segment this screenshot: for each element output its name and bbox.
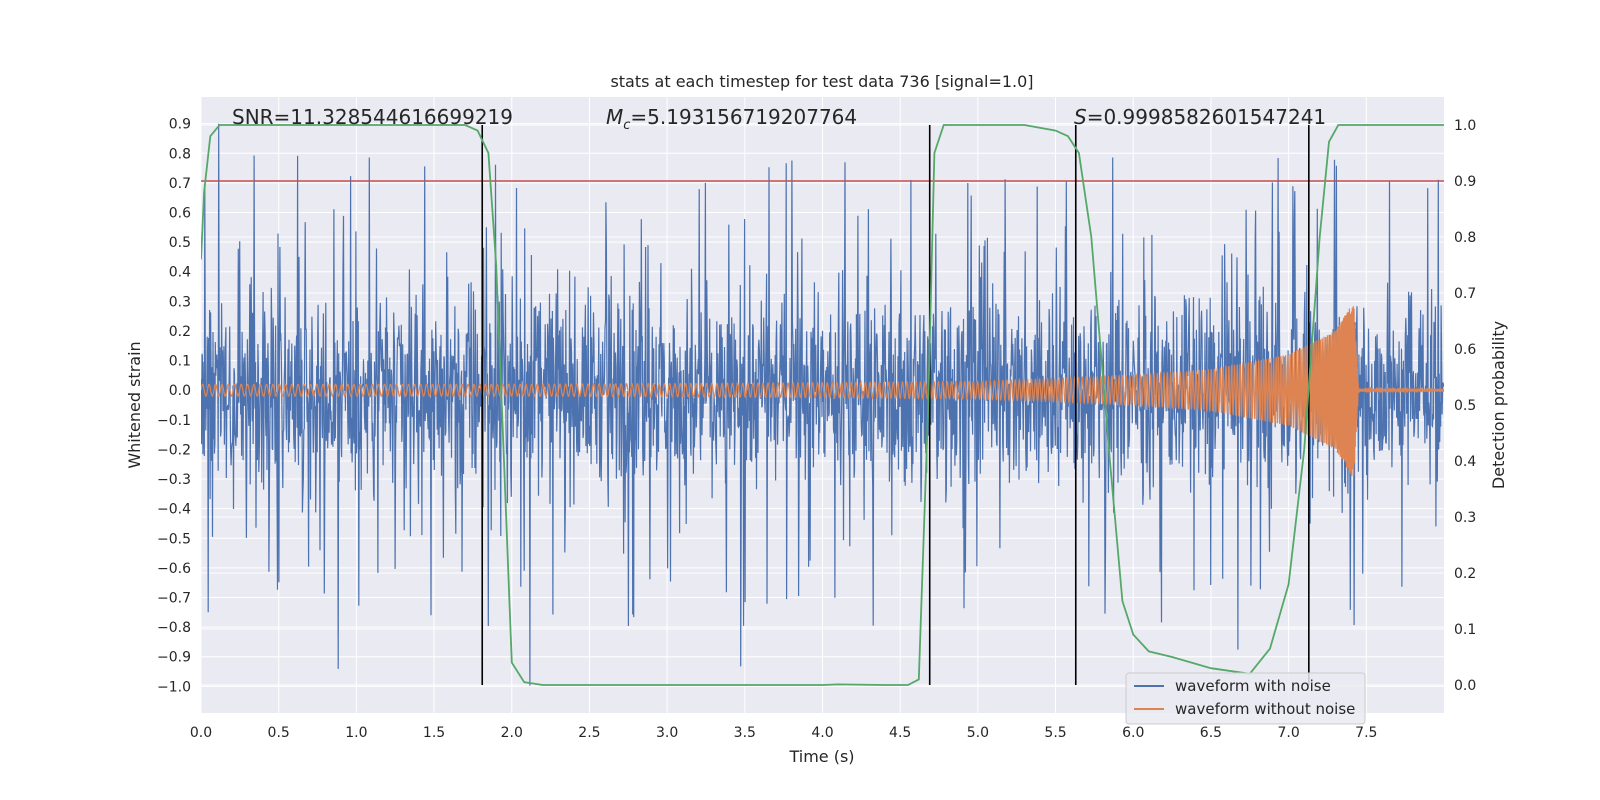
y-tick-label: 0.1 (169, 354, 191, 370)
series-line-waveform-with-noise (201, 123, 1444, 686)
score-annotation: S=0.9998582601547241 (1074, 105, 1326, 129)
x-tick-label: 3.0 (656, 725, 678, 741)
y-tick-label: 0.5 (169, 235, 191, 251)
snr-annotation: SNR=11.328544616699219 (232, 105, 513, 129)
x-tick-label: 5.5 (1044, 725, 1066, 741)
y-tick-label: 0.9 (169, 117, 191, 133)
y-tick-label: 0.3 (169, 294, 191, 310)
y-tick-label: 0.2 (169, 324, 191, 340)
x-tick-label: 3.5 (734, 725, 756, 741)
x-tick-label: 4.0 (811, 725, 833, 741)
y-tick-label: −0.5 (157, 531, 191, 547)
score-value: =0.9998582601547241 (1087, 105, 1326, 129)
y2-tick-label: 0.4 (1454, 454, 1476, 470)
x-tick-label: 2.0 (501, 725, 523, 741)
y-tick-label: 0.0 (169, 383, 191, 399)
y-axis-label: Whitened strain (125, 341, 144, 468)
x-tick-label: 6.5 (1200, 725, 1222, 741)
y2-axis-label: Detection probability (1489, 321, 1508, 489)
y-tick-label: 0.4 (169, 265, 191, 281)
y2-axis-ticks: 1.0 0.9 0.8 0.7 0.6 0.5 0.4 0.3 0.2 0.1 0.0 (1454, 118, 1476, 694)
y-tick-label: −1.0 (157, 679, 191, 695)
y-tick-label: −0.9 (157, 650, 191, 666)
chirp-mass-subscript: c (623, 118, 630, 133)
y2-tick-label: 0.8 (1454, 230, 1476, 246)
y2-tick-label: 0.3 (1454, 510, 1476, 526)
legend-label-waveform-with-noise: waveform with noise (1175, 677, 1331, 695)
chirp-mass-annotation: Mc=5.193156719207764 (606, 105, 857, 133)
chirp-mass-symbol: M (606, 105, 623, 129)
x-tick-label: 1.0 (345, 725, 367, 741)
vertical-markers (481, 125, 1310, 685)
y-tick-label: −0.4 (157, 502, 191, 518)
y-tick-label: 0.6 (169, 206, 191, 222)
y2-tick-label: 0.7 (1454, 286, 1476, 302)
y2-tick-label: 0.9 (1454, 174, 1476, 190)
y2-tick-label: 0.0 (1454, 678, 1476, 694)
x-axis-ticks: 0.0 0.5 1.0 1.5 2.0 2.5 3.0 3.5 4.0 4.5 5.0 5.5 6.0 6… (190, 725, 1378, 741)
y-tick-label: −0.6 (157, 561, 191, 577)
chirp-mass-value: =5.193156719207764 (630, 105, 857, 129)
y-tick-label: −0.7 (157, 591, 191, 607)
chart-title: stats at each timestep for test data 736… (610, 72, 1033, 91)
y-tick-label: 0.8 (169, 146, 191, 162)
y2-tick-label: 0.1 (1454, 622, 1476, 638)
y-tick-label: −0.3 (157, 472, 191, 488)
legend-label-waveform-without-noise: waveform without noise (1175, 700, 1355, 718)
score-symbol: S (1074, 105, 1087, 129)
series-line-waveform-without-noise (201, 306, 1444, 476)
y-tick-label: −0.1 (157, 413, 191, 429)
legend: waveform with noise waveform without noi… (1125, 672, 1366, 725)
x-tick-label: 5.0 (967, 725, 989, 741)
y-tick-label: 0.7 (169, 176, 191, 192)
x-tick-label: 1.5 (423, 725, 445, 741)
x-tick-label: 7.0 (1277, 725, 1299, 741)
x-tick-label: 0.5 (268, 725, 290, 741)
y2-tick-label: 1.0 (1454, 118, 1476, 134)
x-axis-label: Time (s) (788, 747, 854, 766)
x-tick-label: 0.0 (190, 725, 212, 741)
series-line-detection-probability (201, 124, 1444, 686)
x-tick-label: 6.0 (1122, 725, 1144, 741)
legend-box (1125, 672, 1366, 725)
y-axis-ticks: 0.9 0.8 0.7 0.6 0.5 0.4 0.3 0.2 0.1 0.0 −0.1 −0.2 −0… (157, 117, 191, 696)
y2-tick-label: 0.2 (1454, 566, 1476, 582)
y-tick-label: −0.2 (157, 442, 191, 458)
y2-tick-label: 0.5 (1454, 398, 1476, 414)
x-tick-label: 4.5 (889, 725, 911, 741)
x-tick-label: 2.5 (578, 725, 600, 741)
y-tick-label: −0.8 (157, 620, 191, 636)
y2-tick-label: 0.6 (1454, 342, 1476, 358)
x-tick-label: 7.5 (1355, 725, 1377, 741)
